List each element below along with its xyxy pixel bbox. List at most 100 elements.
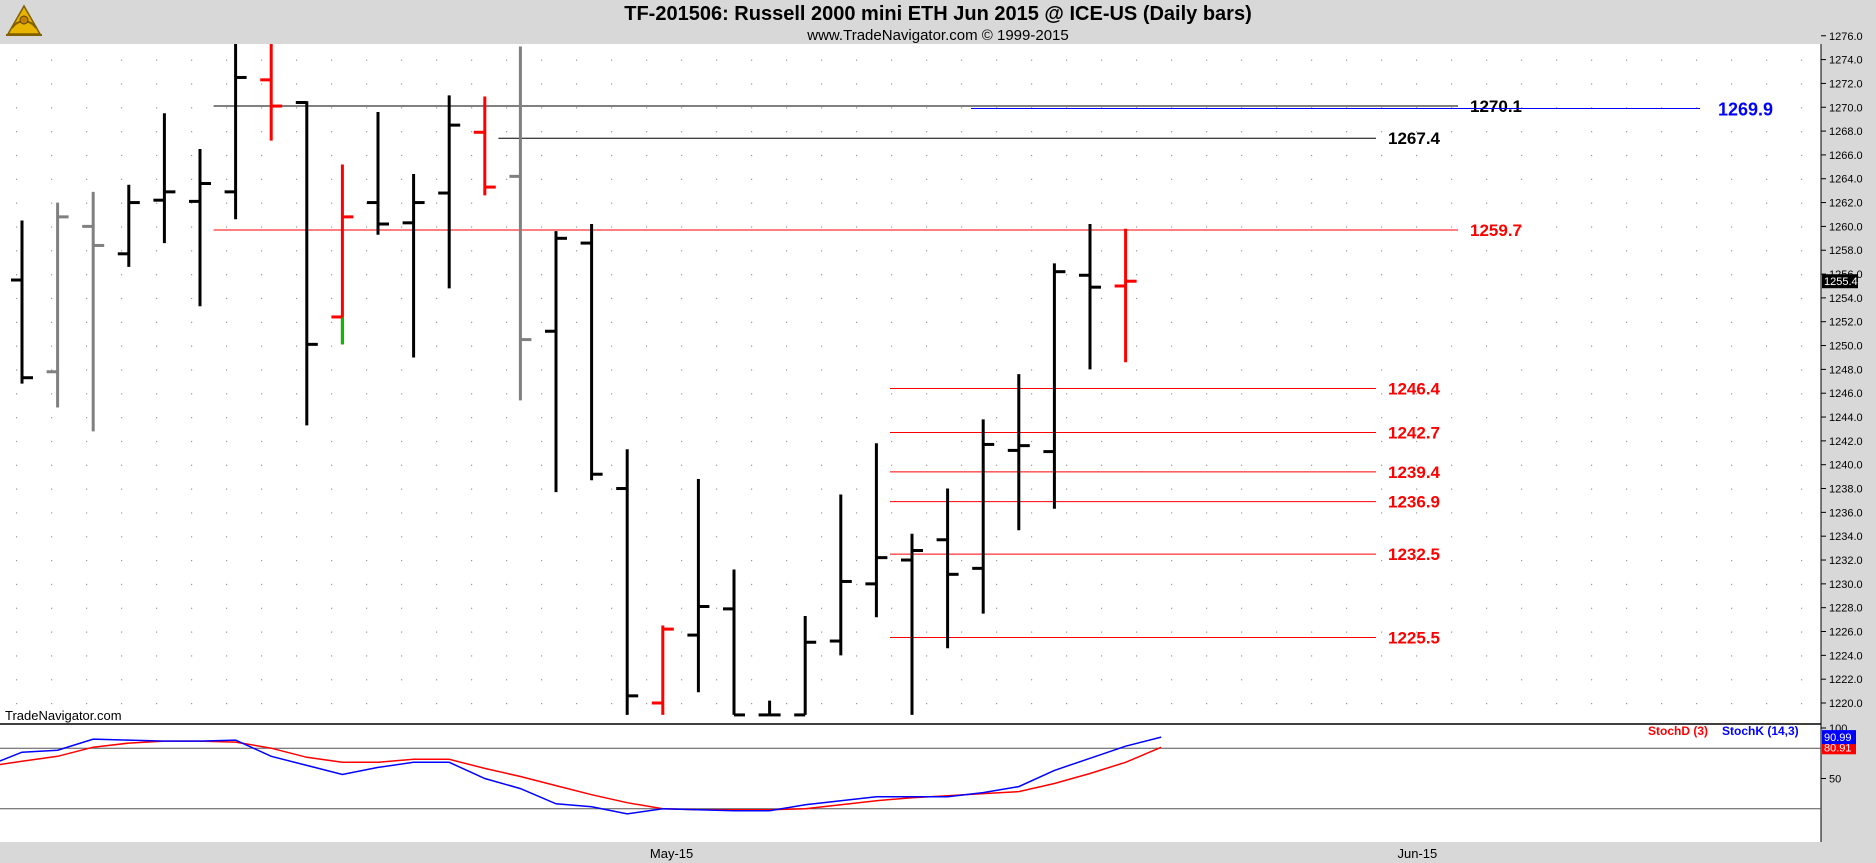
grid-dot [1136,607,1138,609]
grid-dot [1101,274,1103,276]
grid-dot [331,274,333,276]
grid-dot [681,345,683,347]
grid-dot [121,631,123,633]
grid-dot [121,107,123,109]
grid-dot [51,83,53,85]
grid-dot [1416,393,1418,395]
grid-dot [541,131,543,133]
grid-dot [1801,345,1803,347]
grid-dot [961,679,963,681]
grid-dot [331,464,333,466]
grid-dot [716,583,718,586]
grid-dot [1346,631,1348,633]
grid-dot [1521,488,1523,490]
grid-dot [1661,107,1663,109]
grid-dot [611,107,613,109]
grid-dot [1381,583,1383,586]
grid-dot [1801,512,1803,514]
grid-dot [436,345,438,347]
grid-dot [681,464,683,466]
grid-dot [1066,297,1068,300]
grid-dot [1311,655,1313,657]
grid-dot [541,440,543,443]
grid-dot [16,703,18,705]
grid-dot [1311,679,1313,681]
grid-dot [121,369,123,371]
grid-dot [1626,274,1628,276]
grid-dot [576,178,578,180]
grid-dot [821,107,823,109]
grid-dot [1731,178,1733,180]
grid-dot [331,131,333,133]
grid-dot [926,226,928,228]
grid-dot [716,464,718,466]
grid-dot [156,417,158,419]
y-tick-label: 1264.0 [1829,174,1863,186]
grid-dot [1451,488,1453,490]
grid-dot [296,440,298,443]
grid-dot [1451,297,1453,300]
grid-dot [1276,393,1278,395]
grid-dot [576,369,578,371]
grid-dot [646,250,648,252]
grid-dot [996,369,998,371]
grid-dot [1626,655,1628,657]
grid-dot [891,154,893,157]
grid-dot [1416,560,1418,562]
grid-dot [471,440,473,443]
grid-dot [716,440,718,443]
grid-dot [1556,536,1558,538]
grid-dot [1626,107,1628,109]
grid-dot [1521,250,1523,252]
grid-dot [926,440,928,443]
grid-dot [331,560,333,562]
grid-dot [1661,345,1663,347]
grid-dot [1381,83,1383,85]
grid-dot [681,226,683,228]
grid-dot [261,345,263,347]
grid-dot [1031,560,1033,562]
grid-dot [1206,607,1208,609]
grid-dot [856,297,858,300]
grid-dot [1276,250,1278,252]
grid-dot [1171,440,1173,443]
grid-dot [16,464,18,466]
grid-dot [51,583,53,586]
grid-dot [86,631,88,633]
grid-dot [1766,345,1768,347]
grid-dot [1241,131,1243,133]
grid-dot [681,488,683,490]
grid-dot [821,440,823,443]
grid-dot [646,369,648,371]
grid-dot [576,583,578,586]
grid-dot [751,464,753,466]
grid-dot [1206,202,1208,204]
grid-dot [1136,631,1138,633]
grid-dot [1731,274,1733,276]
grid-dot [1031,178,1033,180]
grid-dot [506,417,508,419]
grid-dot [1556,178,1558,180]
grid-dot [1206,417,1208,419]
grid-dot [1661,679,1663,681]
grid-dot [1276,131,1278,133]
grid-dot [86,703,88,705]
grid-dot [821,202,823,204]
grid-dot [191,202,193,204]
grid-dot [16,226,18,228]
grid-dot [1101,440,1103,443]
grid-dot [856,583,858,586]
level-label: 1246.4 [1388,379,1441,398]
grid-dot [506,274,508,276]
grid-dot [1521,560,1523,562]
grid-dot [576,297,578,300]
grid-dot [926,512,928,514]
grid-dot [16,560,18,562]
grid-dot [1766,583,1768,586]
grid-dot [996,59,998,61]
grid-dot [156,560,158,562]
grid-dot [1276,655,1278,657]
grid-dot [1381,440,1383,443]
stoch-series-line [0,740,1162,811]
grid-dot [646,274,648,276]
